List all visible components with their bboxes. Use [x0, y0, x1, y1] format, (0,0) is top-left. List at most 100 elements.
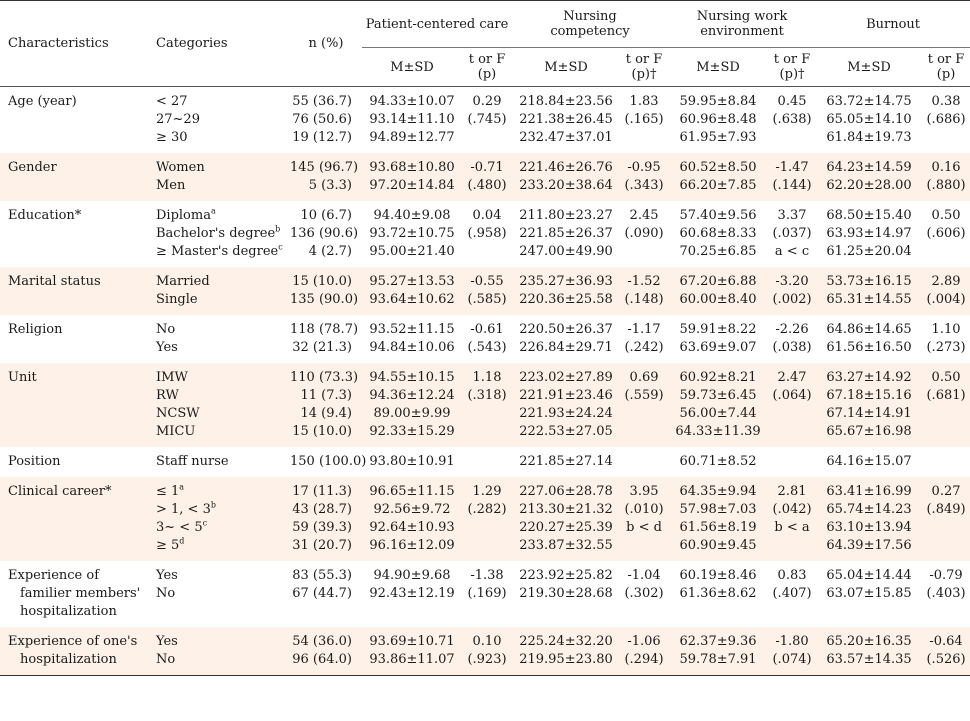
cell-pcc: 96.65±11.15 92.56±9.72 92.64±10.93 96.16±12… — [362, 477, 462, 561]
cell-pcc-t: 1.29 (.282) — [462, 477, 513, 561]
cell-nc-t: 1.83 (.165) — [620, 86, 669, 153]
cell-n: 118 (78.7) 32 (21.3) — [290, 315, 362, 363]
header-t-or-f: t or F (p)† — [768, 47, 817, 87]
cell-pcc-t: 0.29 (.745) — [462, 86, 513, 153]
cell-nc-t: 2.45 (.090) — [620, 201, 669, 267]
cell-nc: 221.85±27.14 — [512, 447, 621, 477]
cell-bo-t: 0.50 (.606) — [922, 201, 970, 267]
cell-bo: 64.86±14.65 61.56±16.50 — [816, 315, 923, 363]
cell-pcc: 95.27±13.53 93.64±10.62 — [362, 267, 462, 315]
header-characteristics: Characteristics — [0, 0, 150, 87]
cell-bo: 65.04±14.44 63.07±15.85 — [816, 561, 923, 627]
cell-nc: 211.80±23.27 221.85±26.37 247.00±49.90 — [512, 201, 621, 267]
cell-cats: < 27 27~29 ≥ 30 — [150, 86, 290, 153]
cell-pcc: 94.33±10.07 93.14±11.10 94.89±12.77 — [362, 86, 462, 153]
cell-nwe-t: -3.20 (.002) — [768, 267, 817, 315]
cell-nwe: 60.71±8.52 — [668, 447, 769, 477]
cell-cats: Women Men — [150, 153, 290, 201]
cell-n: 17 (11.3) 43 (28.7) 59 (39.3) 31 (20.7) — [290, 477, 362, 561]
cell-nwe-t: -1.47 (.144) — [768, 153, 817, 201]
cell-bo: 68.50±15.40 63.93±14.97 61.25±20.04 — [816, 201, 923, 267]
cell-nc-t: -1.17 (.242) — [620, 315, 669, 363]
cell-n: 145 (96.7) 5 (3.3) — [290, 153, 362, 201]
cell-cats: ≤ 1a > 1, < 3b 3~ < 5c ≥ 5d — [150, 477, 290, 561]
header-msd: M±SD — [512, 47, 621, 87]
cell-pcc: 93.52±11.15 94.84±10.06 — [362, 315, 462, 363]
cell-n: 150 (100.0) — [290, 447, 366, 477]
cell-char: Experience of familier members' hospitaliz… — [0, 561, 150, 627]
cell-cats: Married Single — [150, 267, 290, 315]
cell-bo-t: 0.27 (.849) — [922, 477, 970, 561]
cell-bo: 63.27±14.92 67.18±15.16 67.14±14.91 65.67±1… — [816, 363, 923, 447]
header-nursing-work-environment: Nursing work environment — [668, 0, 817, 48]
cell-nwe-t: 0.45 (.638) — [768, 86, 817, 153]
cell-n: 54 (36.0) 96 (64.0) — [290, 627, 362, 676]
cell-nc-t: -1.06 (.294) — [620, 627, 669, 676]
cell-n: 55 (36.7) 76 (50.6) 19 (12.7) — [290, 86, 362, 153]
cell-nwe: 60.52±8.50 66.20±7.85 — [668, 153, 769, 201]
header-burnout: Burnout — [816, 0, 970, 48]
cell-nwe-t: 2.81 (.042) b < a — [768, 477, 817, 561]
cell-nc: 227.06±28.78 213.30±21.32 220.27±25.39 233.… — [512, 477, 621, 561]
cell-nwe: 60.92±8.21 59.73±6.45 56.00±7.44 64.33±11.3… — [668, 363, 769, 447]
cell-bo: 65.20±16.35 63.57±14.35 — [816, 627, 923, 676]
cell-nwe-t: 2.47 (.064) — [768, 363, 817, 447]
cell-nc: 235.27±36.93 220.36±25.58 — [512, 267, 621, 315]
table-row: Education* Diplomaa Bachelor's degreeb ≥ Ma… — [0, 201, 970, 267]
cell-nwe: 62.37±9.36 59.78±7.91 — [668, 627, 769, 676]
cell-cats: Yes No — [150, 561, 290, 627]
header-msd: M±SD — [362, 47, 462, 87]
cell-pcc-t: -0.61 (.543) — [462, 315, 513, 363]
cell-nwe: 59.95±8.84 60.96±8.48 61.95±7.93 — [668, 86, 769, 153]
cell-bo-t: 2.89 (.004) — [922, 267, 970, 315]
table-row: Marital status Married Single 15 (10.0) 135 … — [0, 267, 970, 315]
cell-pcc-t: -0.55 (.585) — [462, 267, 513, 315]
cell-pcc-t: 0.10 (.923) — [462, 627, 513, 676]
cell-nwe-t — [768, 447, 817, 477]
cell-pcc: 93.69±10.71 93.86±11.07 — [362, 627, 462, 676]
cell-nc: 218.84±23.56 221.38±26.45 232.47±37.01 — [512, 86, 621, 153]
cell-nwe: 64.35±9.94 57.98±7.03 61.56±8.19 60.90±9.45 — [668, 477, 769, 561]
cell-nc: 223.02±27.89 221.91±23.46 221.93±24.24 222.… — [512, 363, 621, 447]
cell-bo-t: 0.16 (.880) — [922, 153, 970, 201]
cell-n: 15 (10.0) 135 (90.0) — [290, 267, 362, 315]
cell-nc-t: 0.69 (.559) — [620, 363, 669, 447]
cell-char: Marital status — [0, 267, 150, 315]
cell-char: Clinical career* — [0, 477, 150, 561]
header-patient-centered-care: Patient-centered care — [362, 0, 513, 48]
table-row: Gender Women Men 145 (96.7) 5 (3.3) 93.68±10.… — [0, 153, 970, 201]
cell-nc-t: -1.04 (.302) — [620, 561, 669, 627]
cell-nwe: 57.40±9.56 60.68±8.33 70.25±6.85 — [668, 201, 769, 267]
cell-bo-t: 0.50 (.681) — [922, 363, 970, 447]
header-msd: M±SD — [816, 47, 923, 87]
header-msd: M±SD — [668, 47, 769, 87]
cell-char: Gender — [0, 153, 150, 201]
cell-nwe: 60.19±8.46 61.36±8.62 — [668, 561, 769, 627]
cell-nwe-t: -2.26 (.038) — [768, 315, 817, 363]
cell-pcc-t — [462, 447, 513, 477]
cell-pcc: 93.68±10.80 97.20±14.84 — [362, 153, 462, 201]
cell-char: Age (year) — [0, 86, 150, 153]
cell-nc-t: 3.95 (.010) b < d — [620, 477, 669, 561]
cell-cats: IMW RW NCSW MICU — [150, 363, 290, 447]
table-row: Experience of familier members' hospitaliz… — [0, 561, 970, 627]
cell-pcc: 94.90±9.68 92.43±12.19 — [362, 561, 462, 627]
cell-bo-t: -0.79 (.403) — [922, 561, 970, 627]
cell-nwe: 59.91±8.22 63.69±9.07 — [668, 315, 769, 363]
cell-cats: No Yes — [150, 315, 290, 363]
table-row: Religion No Yes 118 (78.7) 32 (21.3) 93.52±11… — [0, 315, 970, 363]
table-row: Unit IMW RW NCSW MICU 110 (73.3) 11 (7.3) 14 (9… — [0, 363, 970, 447]
cell-cats: Staff nurse — [150, 447, 290, 477]
cell-char: Position — [0, 447, 150, 477]
cell-n: 110 (73.3) 11 (7.3) 14 (9.4) 15 (10.0) — [290, 363, 362, 447]
characteristics-table: Characteristics Categories n (%) Patient… — [0, 0, 970, 676]
table-row: Clinical career* ≤ 1a > 1, < 3b 3~ < 5c ≥ 5d… — [0, 477, 970, 561]
cell-cats: Diplomaa Bachelor's degreeb ≥ Master's deg… — [150, 201, 290, 267]
table-row: Experience of one's hospitalization Yes No 5… — [0, 627, 970, 676]
cell-char: Education* — [0, 201, 150, 267]
cell-nc-t: -0.95 (.343) — [620, 153, 669, 201]
cell-nc-t: -1.52 (.148) — [620, 267, 669, 315]
cell-nc: 220.50±26.37 226.84±29.71 — [512, 315, 621, 363]
cell-nc: 225.24±32.20 219.95±23.80 — [512, 627, 621, 676]
header-nursing-competency: Nursing competency — [512, 0, 669, 48]
